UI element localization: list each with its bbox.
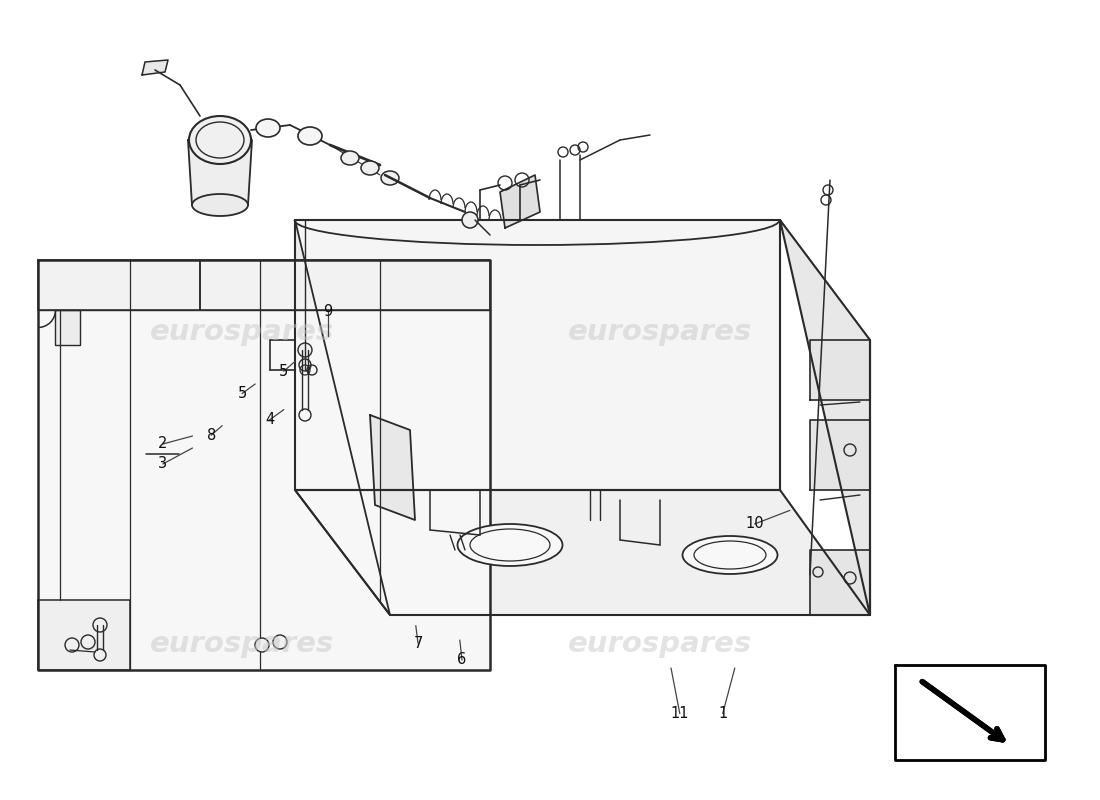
Polygon shape [780, 220, 870, 615]
Ellipse shape [341, 151, 359, 165]
Text: 3: 3 [158, 457, 167, 471]
Polygon shape [295, 490, 870, 615]
Ellipse shape [298, 127, 322, 145]
Ellipse shape [298, 343, 312, 357]
Text: 4: 4 [265, 413, 274, 427]
Text: 2: 2 [158, 437, 167, 451]
Polygon shape [370, 415, 415, 520]
Polygon shape [200, 260, 490, 310]
Ellipse shape [65, 638, 79, 652]
Ellipse shape [192, 194, 248, 216]
Ellipse shape [189, 116, 251, 164]
Text: 10: 10 [746, 517, 763, 531]
Text: 1: 1 [718, 706, 727, 721]
Polygon shape [295, 220, 390, 615]
Ellipse shape [94, 618, 107, 632]
Polygon shape [295, 220, 780, 490]
Polygon shape [810, 340, 870, 400]
Text: eurospares: eurospares [568, 630, 752, 658]
Ellipse shape [256, 119, 280, 137]
Text: eurospares: eurospares [568, 318, 752, 346]
Ellipse shape [458, 524, 562, 566]
Ellipse shape [682, 536, 778, 574]
Polygon shape [142, 60, 168, 75]
Text: 5: 5 [238, 386, 246, 401]
Polygon shape [39, 260, 200, 310]
Polygon shape [500, 175, 540, 228]
Text: 9: 9 [323, 305, 332, 319]
Polygon shape [188, 140, 252, 205]
Polygon shape [810, 420, 870, 490]
Text: eurospares: eurospares [150, 318, 334, 346]
Ellipse shape [273, 635, 287, 649]
Polygon shape [895, 665, 1045, 760]
Polygon shape [39, 260, 490, 670]
Polygon shape [810, 550, 870, 615]
Text: 8: 8 [207, 428, 216, 442]
Ellipse shape [255, 638, 270, 652]
Ellipse shape [381, 171, 399, 185]
Polygon shape [55, 310, 80, 345]
Text: 6: 6 [458, 653, 466, 667]
Text: 11: 11 [671, 706, 689, 721]
Text: 5: 5 [279, 364, 288, 378]
Ellipse shape [462, 212, 478, 228]
Text: eurospares: eurospares [150, 630, 334, 658]
Ellipse shape [361, 161, 379, 175]
Ellipse shape [81, 635, 95, 649]
Text: 7: 7 [414, 636, 422, 650]
Polygon shape [39, 600, 130, 670]
